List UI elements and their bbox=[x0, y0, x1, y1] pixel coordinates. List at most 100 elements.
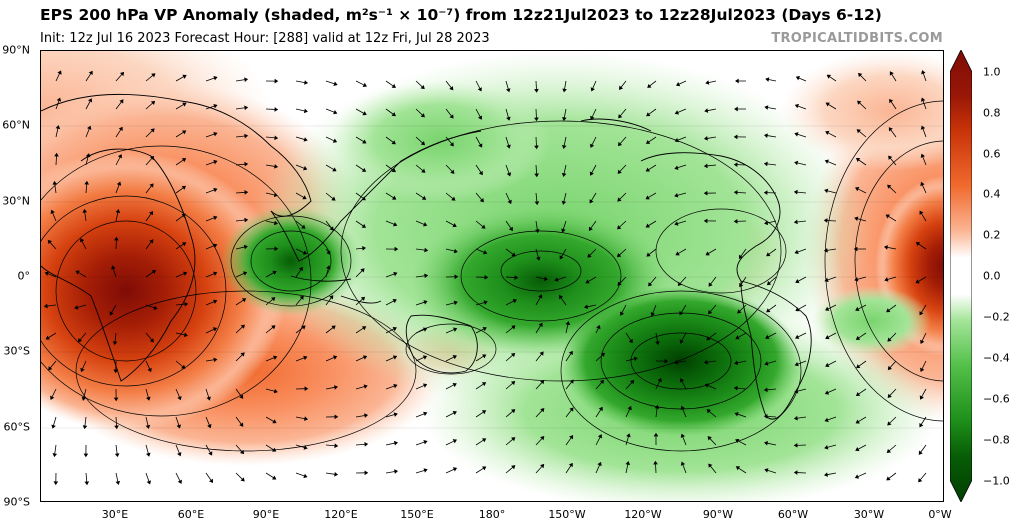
wind-vector-head bbox=[534, 145, 539, 150]
wind-vector bbox=[54, 184, 57, 194]
wind-vector bbox=[591, 164, 597, 174]
wind-vector bbox=[53, 416, 57, 426]
wind-vector bbox=[888, 304, 897, 311]
wind-vector-head bbox=[149, 338, 154, 343]
wind-vector-head bbox=[424, 247, 429, 253]
wind-vector bbox=[708, 410, 717, 418]
wind-vector-head bbox=[329, 226, 334, 231]
wind-vector bbox=[922, 156, 927, 166]
wind-vector-head bbox=[655, 341, 660, 346]
wind-vector bbox=[475, 248, 485, 253]
wind-vector bbox=[205, 105, 215, 110]
wind-vector-head bbox=[765, 334, 770, 340]
wind-vector-head bbox=[422, 327, 428, 332]
colorbar-scale bbox=[950, 50, 972, 502]
wind-vector-head bbox=[511, 437, 516, 442]
wind-vector bbox=[385, 385, 395, 390]
wind-vector bbox=[445, 356, 455, 362]
wind-vector bbox=[175, 360, 184, 368]
colorbar-label-m0p4: −0.4 bbox=[983, 351, 1010, 365]
wind-vector bbox=[265, 472, 274, 479]
wind-vector-head bbox=[794, 388, 799, 394]
east-asia-coastline bbox=[270, 130, 482, 262]
wind-vector bbox=[445, 220, 455, 226]
southeast-pacific-negative-core-shade bbox=[561, 286, 801, 436]
wind-vector-head bbox=[540, 408, 545, 413]
wind-vector-head bbox=[887, 421, 892, 426]
wind-vector-head bbox=[393, 412, 398, 417]
wind-vector-head bbox=[645, 139, 651, 144]
wind-vector-head bbox=[452, 382, 457, 388]
wind-vector-head bbox=[506, 172, 512, 177]
wind-vector bbox=[205, 472, 212, 481]
wind-vector-head bbox=[393, 222, 398, 227]
wind-vector-head bbox=[679, 378, 685, 383]
wind-vector-head bbox=[452, 223, 457, 228]
wind-vector bbox=[858, 388, 867, 395]
wind-vector-head bbox=[825, 130, 830, 136]
wind-vector bbox=[175, 332, 185, 336]
wind-vector bbox=[115, 212, 119, 222]
wind-vector-head bbox=[855, 306, 860, 312]
lon-label-30w: 30°W bbox=[853, 508, 885, 521]
wind-vector-head bbox=[538, 322, 543, 327]
wind-vector bbox=[115, 73, 123, 82]
wind-vector bbox=[415, 248, 425, 251]
wind-vector bbox=[619, 164, 627, 172]
wind-vector-head bbox=[272, 419, 277, 424]
wind-vector bbox=[295, 297, 303, 306]
wind-vector-head bbox=[853, 246, 858, 252]
wind-vector bbox=[445, 329, 455, 334]
wind-vector-head bbox=[826, 74, 832, 79]
wind-vector bbox=[708, 248, 717, 254]
wind-vector bbox=[920, 304, 927, 313]
wind-vector-head bbox=[84, 180, 90, 185]
wind-vector-head bbox=[213, 103, 218, 109]
wind-vector bbox=[325, 220, 332, 229]
wind-vector bbox=[265, 272, 275, 278]
wind-vector bbox=[175, 416, 180, 426]
wind-vector bbox=[85, 183, 88, 194]
wind-vector-head bbox=[213, 159, 218, 165]
wind-vector bbox=[415, 356, 425, 362]
wind-vector bbox=[205, 245, 215, 250]
lat-label-60s: 60°S bbox=[3, 420, 30, 434]
north-pacific-negative-shade bbox=[331, 81, 551, 201]
wind-vector-head bbox=[45, 335, 50, 340]
wind-vector bbox=[797, 416, 807, 419]
wind-vector-head bbox=[645, 167, 650, 172]
wind-vector-head bbox=[298, 266, 303, 272]
wind-vector bbox=[355, 415, 365, 418]
wind-vector-head bbox=[857, 100, 862, 105]
wind-vector-head bbox=[420, 141, 426, 146]
lon-label-180: 180° bbox=[478, 508, 506, 521]
wind-vector bbox=[475, 467, 484, 474]
wind-vector bbox=[205, 416, 210, 426]
wind-vector-head bbox=[858, 72, 863, 78]
wind-vector bbox=[888, 215, 897, 222]
wind-vector-head bbox=[510, 380, 516, 386]
wind-vector bbox=[619, 276, 627, 284]
wind-vector bbox=[111, 304, 117, 313]
wind-vector-head bbox=[534, 173, 539, 178]
anomaly-map bbox=[41, 51, 943, 501]
wind-vector-head bbox=[482, 466, 487, 471]
wind-vector-head bbox=[619, 311, 625, 316]
wind-vector-head bbox=[794, 103, 800, 109]
wind-vector bbox=[145, 157, 153, 166]
wind-vector bbox=[445, 384, 455, 390]
wind-vector bbox=[922, 128, 927, 138]
wind-vector-head bbox=[213, 215, 218, 221]
wind-vector-head bbox=[645, 195, 650, 200]
wind-vector-head bbox=[630, 379, 635, 385]
wind-vector bbox=[768, 304, 777, 311]
wind-vector-head bbox=[734, 106, 738, 112]
wind-vector-head bbox=[855, 419, 860, 424]
indonesia-coastline bbox=[290, 275, 382, 304]
wind-vector-head bbox=[333, 81, 338, 86]
wind-vector-head bbox=[481, 224, 486, 229]
wind-vector-head bbox=[511, 252, 516, 257]
wind-vector-head bbox=[920, 97, 926, 102]
wind-vector-head bbox=[920, 339, 925, 345]
wind-vector bbox=[295, 269, 302, 278]
